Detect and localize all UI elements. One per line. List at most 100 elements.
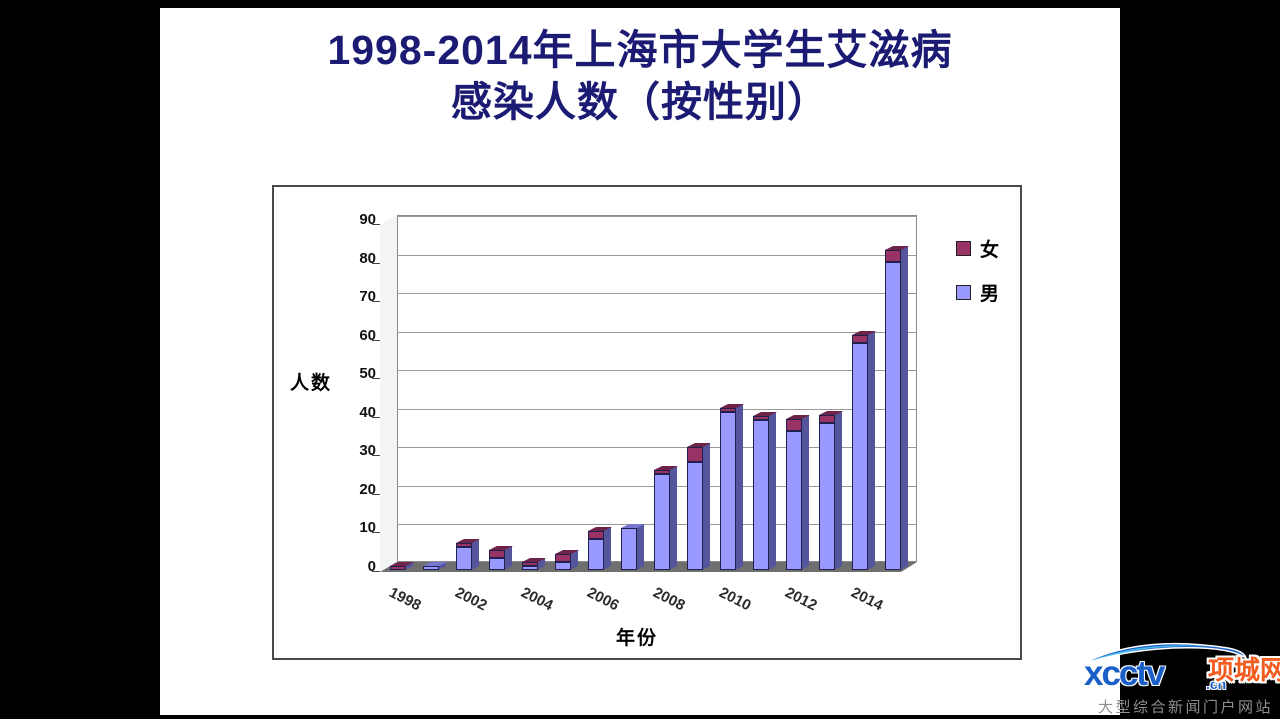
bar-top-face: [588, 527, 612, 531]
legend-item: 女: [956, 235, 999, 262]
y-tick-mark: [372, 416, 380, 418]
bar-segment-female: [885, 250, 901, 262]
bar-segment-male: [885, 262, 901, 570]
x-axis-title: 年份: [615, 628, 658, 649]
slide-background: 1998-2014年上海市大学生艾滋病 感染人数（按性别） 人数 年份 0 10 2…: [160, 0, 1120, 719]
watermark-swoosh-icon: [1079, 642, 1248, 666]
y-tick-label: 90: [359, 211, 376, 228]
bar-top-face: [885, 246, 909, 250]
chart-panel: 人数 年份 0 10 20 30 40 50 60 70 80 90 1998 2002 2004 200…: [272, 185, 1022, 660]
bar-segment-female: [687, 447, 703, 462]
bar-segment-male: [555, 562, 571, 570]
chart-legend: 女男: [956, 235, 999, 323]
bar-segment-male: [687, 462, 703, 570]
title-line-2: 感染人数（按性别）: [451, 79, 829, 126]
bar-segment-male: [423, 566, 439, 570]
x-tick-label: 2002: [452, 584, 490, 615]
gridline: [398, 216, 916, 217]
bar-side-face: [405, 562, 413, 570]
bar-top-face: [852, 331, 876, 335]
bar-side-face: [570, 550, 578, 570]
y-tick-mark: [372, 493, 380, 495]
y-tick-label: 60: [359, 326, 376, 344]
bar-side-face: [669, 466, 677, 570]
gridline: [398, 331, 916, 333]
y-axis-title: 人数: [290, 373, 333, 394]
bar-side-face: [504, 546, 512, 570]
bar-top-face: [819, 411, 843, 415]
bar-segment-female: [654, 470, 670, 474]
y-tick-label: 10: [359, 519, 376, 537]
bar-top-face: [522, 558, 546, 562]
bar-segment-female: [522, 562, 538, 566]
bar-segment-female: [819, 415, 835, 423]
letterbox-top: [0, 0, 1280, 8]
y-tick-label: 70: [359, 288, 376, 306]
y-tick-label: 0: [367, 558, 376, 575]
legend-swatch: [956, 285, 971, 300]
bar-segment-female: [852, 335, 868, 343]
x-tick-label: 2008: [650, 584, 688, 615]
bar-side-face: [702, 443, 710, 570]
watermark-logo-suffix: .cn: [1206, 676, 1227, 692]
bar-segment-female: [390, 566, 406, 570]
bar-side-face: [801, 415, 809, 570]
bar-top-face: [456, 539, 480, 543]
y-tick-mark: [372, 532, 380, 534]
legend-swatch: [956, 241, 971, 256]
bar-top-face: [786, 415, 810, 419]
watermark: xcctv .cn 项城网 大型综合新闻门户网站: [1078, 638, 1280, 718]
bar-top-face: [753, 412, 777, 416]
bar-segment-female: [720, 408, 736, 412]
bar-segment-male: [588, 539, 604, 570]
bar-top-face: [555, 550, 579, 554]
bar-side-face: [471, 539, 479, 570]
gridline: [398, 254, 916, 256]
bar-side-face: [438, 562, 446, 570]
bar-side-face: [603, 527, 611, 570]
bar-segment-male: [489, 558, 505, 570]
bar-side-face: [867, 331, 875, 570]
bar-top-face: [621, 524, 645, 528]
bar-segment-female: [786, 419, 802, 431]
watermark-logo-text: xcctv: [1084, 654, 1166, 693]
y-tick-mark: [372, 378, 380, 380]
bar-top-face: [687, 443, 711, 447]
bar-segment-male: [852, 343, 868, 570]
bar-top-face: [423, 562, 447, 566]
bar-segment-female: [489, 550, 505, 558]
bar-top-face: [654, 466, 678, 470]
x-tick-label: 1998: [386, 584, 424, 615]
bar-side-face: [537, 558, 545, 570]
x-tick-label: 2012: [782, 584, 820, 615]
bar-side-face: [768, 412, 776, 570]
bar-segment-male: [753, 420, 769, 570]
bar-segment-female: [555, 554, 571, 562]
bar-side-face: [735, 404, 743, 570]
bar-top-face: [720, 404, 744, 408]
watermark-tagline: 大型综合新闻门户网站: [1098, 699, 1274, 716]
bar-segment-male: [456, 547, 472, 570]
slide-title: 1998-2014年上海市大学生艾滋病 感染人数（按性别）: [160, 24, 1120, 129]
legend-label: 男: [980, 284, 1000, 305]
gridline: [398, 408, 916, 410]
plot-floor-3d: [380, 562, 917, 572]
bar-segment-male: [654, 474, 670, 570]
x-tick-label: 2006: [584, 584, 622, 615]
bar-segment-male: [621, 528, 637, 570]
gridline: [398, 370, 916, 372]
bar-side-face: [636, 524, 644, 570]
x-tick-label: 2014: [848, 584, 886, 615]
watermark-brand-text: 项城网: [1208, 655, 1280, 685]
bar-top-face: [390, 562, 414, 566]
y-tick-mark: [372, 571, 380, 572]
plot-left-wall-3d: [380, 215, 397, 572]
x-tick-label: 2004: [518, 584, 556, 615]
y-tick-mark: [372, 224, 380, 225]
bar-segment-female: [753, 416, 769, 420]
y-tick-mark: [372, 262, 380, 264]
bar-segment-male: [522, 566, 538, 570]
x-tick-label: 2010: [716, 584, 754, 615]
legend-label: 女: [980, 240, 1000, 261]
